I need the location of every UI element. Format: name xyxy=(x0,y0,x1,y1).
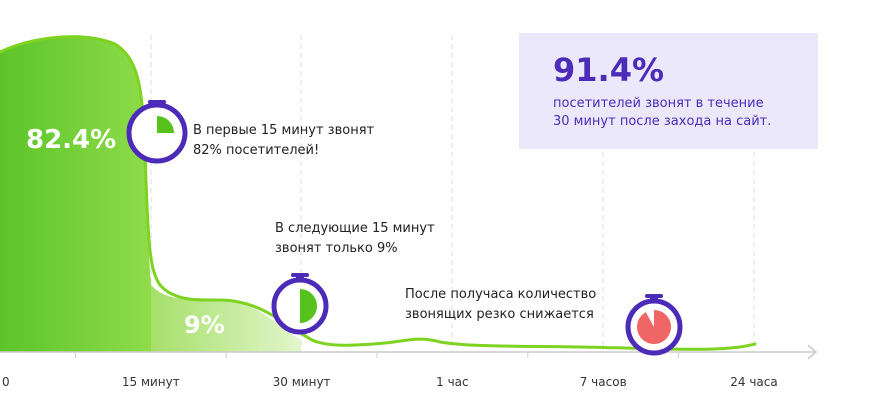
segment-value-label: 82.4% xyxy=(26,125,116,155)
x-tick-label: 15 минут xyxy=(122,375,180,389)
x-tick-label: 0 xyxy=(2,375,10,389)
annotation-next-15-min: В следующие 15 минут звонят только 9% xyxy=(275,219,435,259)
area-segment-second-15-min xyxy=(151,285,301,352)
x-axis-arrow-icon xyxy=(807,344,818,360)
stat-caption-line: 30 минут после захода на сайт. xyxy=(553,114,772,129)
area-segment-first-15-min xyxy=(0,36,151,353)
tick-labels: 0 15 минут 30 минут 1 час 7 часов 24 часа xyxy=(2,375,778,389)
annotation-line: В следующие 15 минут xyxy=(275,221,435,236)
stopwatch-icon xyxy=(126,100,188,164)
annotation-first-15-min: В первые 15 минут звонят 82% посетителей… xyxy=(193,121,374,161)
annotation-line: 82% посетителей! xyxy=(193,143,320,158)
stat-caption-line: посетителей звонят в течение xyxy=(553,96,764,111)
stopwatch-icon xyxy=(625,294,683,356)
x-tick-label: 24 часа xyxy=(730,375,777,389)
annotation-line: После получаса количество xyxy=(405,287,597,302)
stat-box: 91.4% посетителей звонят в течение 30 ми… xyxy=(519,33,818,149)
x-tick-label: 1 час xyxy=(436,375,469,389)
annotation-after-half-hour: После получаса количество звонящих резко… xyxy=(405,285,596,325)
stopwatch-icon xyxy=(271,273,329,335)
x-tick-label: 7 часов xyxy=(580,375,627,389)
x-tick-label: 30 минут xyxy=(273,375,331,389)
stat-value: 91.4% xyxy=(553,51,665,89)
annotation-line: В первые 15 минут звонят xyxy=(193,123,375,138)
stat-caption: посетителей звонят в течение 30 минут по… xyxy=(553,95,771,131)
minor-ticks xyxy=(74,352,680,358)
segment-value-label: 9% xyxy=(184,311,225,339)
annotation-line: звонят только 9% xyxy=(275,241,398,256)
annotation-line: звонящих резко снижается xyxy=(405,307,594,322)
